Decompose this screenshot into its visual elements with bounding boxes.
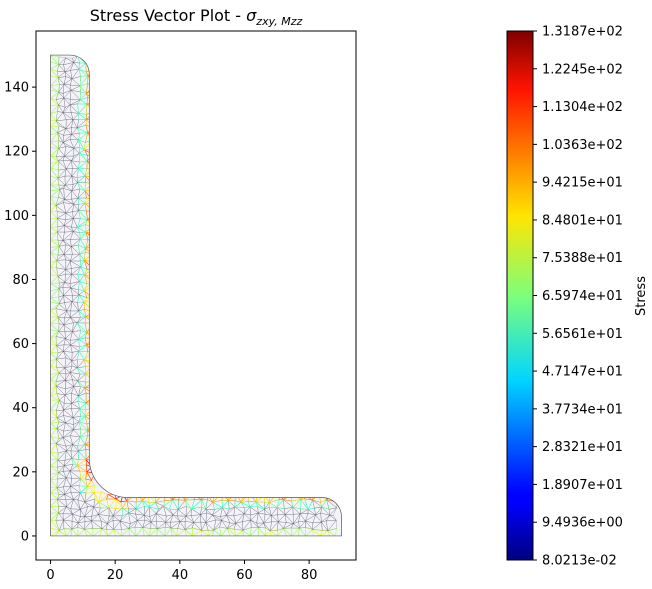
colorbar-tick-label: 1.1304e+02 — [542, 100, 623, 115]
colorbar-tick-label: 8.0213e-02 — [542, 554, 617, 569]
title-sigma: σ — [246, 6, 257, 25]
x-tick-label: 60 — [236, 568, 253, 583]
colorbar-tick-label: 1.3187e+02 — [542, 25, 623, 40]
mesh-element — [58, 56, 67, 66]
x-tick-label: 40 — [172, 568, 189, 583]
colorbar-tick-label: 1.8907e+01 — [542, 478, 623, 493]
colorbar-label: Stress — [634, 276, 649, 316]
colorbar-tick-label: 9.4936e+00 — [542, 516, 623, 531]
colorbar-tick-label: 1.2245e+02 — [542, 62, 623, 77]
colorbar-tick-label: 7.5388e+01 — [542, 251, 623, 266]
y-tick-label: 80 — [12, 273, 29, 288]
colorbar-ticks: 1.3187e+02 1.2245e+02 1.1304e+02 1.0363e+02… — [533, 25, 623, 569]
section-outline — [50, 54, 342, 537]
chart-title: Stress Vector Plot - σzxy, Mzz — [90, 6, 303, 28]
colorbar-tick-label: 8.4801e+01 — [542, 213, 623, 228]
colorbar-tick-label: 4.7147e+01 — [542, 365, 623, 380]
colorbar-tick-label: 1.0363e+02 — [542, 138, 623, 153]
y-tick-label: 120 — [4, 145, 29, 160]
y-tick-label: 0 — [21, 529, 29, 544]
x-tick-label: 80 — [301, 568, 318, 583]
colorbar-tick-label: 2.8321e+01 — [542, 440, 623, 455]
y-tick-label: 20 — [12, 465, 29, 480]
mesh-element — [72, 55, 79, 63]
colorbar — [506, 30, 534, 561]
x-tick-label: 0 — [46, 568, 54, 583]
mesh-element — [98, 491, 109, 504]
colorbar-tick-label: 5.6561e+01 — [542, 327, 623, 342]
x-tick-label: 20 — [107, 568, 124, 583]
colorbar-tick-label: 9.4215e+01 — [542, 176, 623, 191]
title-text: Stress Vector Plot - — [90, 6, 246, 25]
y-tick-label: 140 — [4, 81, 29, 96]
y-tick-label: 60 — [12, 337, 29, 352]
y-tick-label: 100 — [4, 209, 29, 224]
colorbar-tick-label: 3.7734e+01 — [542, 402, 623, 417]
colorbar-tick-label: 6.5974e+01 — [542, 289, 623, 304]
plot-frame — [35, 30, 357, 561]
y-tick-label: 40 — [12, 401, 29, 416]
title-subscript: zxy, Mzz — [255, 15, 302, 28]
y-axis: 0 20 40 60 80 100 120 140 — [4, 81, 36, 544]
x-axis: 0 20 40 60 80 — [46, 560, 317, 583]
